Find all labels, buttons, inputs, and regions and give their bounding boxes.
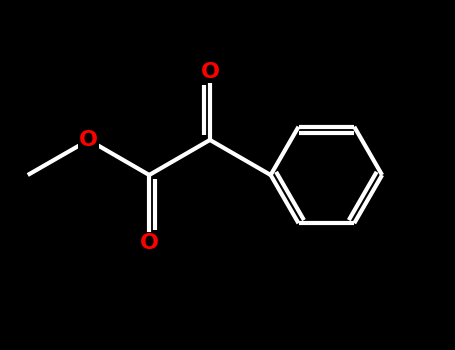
Text: O: O: [200, 62, 219, 82]
Text: O: O: [140, 233, 159, 253]
Text: O: O: [79, 130, 98, 150]
